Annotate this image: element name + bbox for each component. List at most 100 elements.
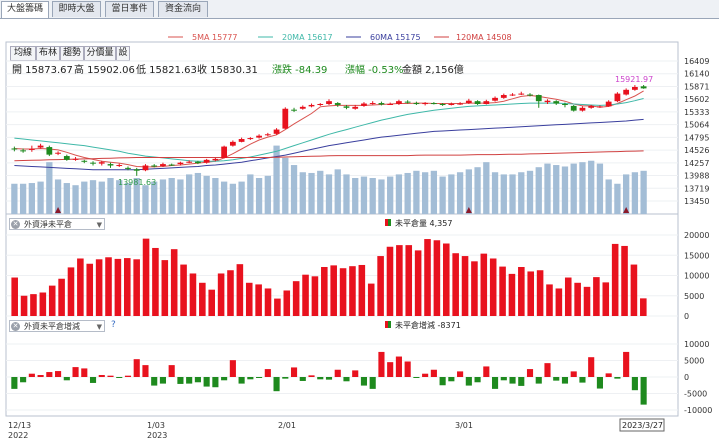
oi-change-bar [448, 377, 455, 382]
oi-change-bar [605, 373, 612, 377]
oi-bar [114, 258, 122, 316]
volume-bar [395, 174, 403, 214]
date-label-1213: 12/13 [8, 421, 31, 430]
oi-bar [602, 282, 610, 316]
oi-bar [48, 285, 56, 316]
tab-daily-events[interactable]: 當日事件 [105, 1, 154, 17]
volume-bar [255, 178, 263, 214]
candle-body [160, 164, 166, 166]
toolbar-trend-button[interactable]: 趨勢 [60, 46, 84, 61]
oi-change-bar [221, 377, 228, 381]
candle-body [37, 145, 44, 148]
oi-change-bar [457, 371, 464, 377]
date-label-2023: 2023 [147, 431, 167, 440]
tab-market-chips[interactable]: 大盤籌碼 [1, 1, 49, 18]
toolbar-volume-profile-button[interactable]: 分價量 [84, 46, 116, 61]
oi-change-bar [282, 377, 289, 379]
candle-body [133, 169, 140, 171]
candle-body [343, 106, 350, 108]
candle-body [90, 162, 96, 164]
candle-body [282, 108, 289, 129]
volume-bar [526, 170, 534, 214]
oi-change-bar [20, 377, 27, 383]
candle-body [562, 104, 568, 106]
ma60-legend: 60MA 15175 [370, 33, 421, 42]
candle-body [229, 141, 236, 146]
oi-tick-label: 0 [684, 312, 689, 321]
volume-bar [247, 174, 254, 214]
candle-body [465, 100, 472, 104]
oi-tick-label: 15000 [684, 251, 709, 260]
candle-body [527, 94, 533, 96]
oi-change-bar [203, 377, 210, 387]
volume-bar [544, 163, 551, 214]
date-label-0301: 3/01 [455, 421, 473, 430]
oi-bar [499, 266, 506, 316]
oi-bar [245, 282, 253, 316]
volume-bar [220, 181, 228, 214]
oi-bar [546, 284, 553, 316]
oi-change-bar [81, 368, 88, 377]
oi-bar [292, 281, 300, 316]
candle-body [212, 158, 219, 161]
oi-bar [86, 263, 94, 316]
volume-bar [89, 180, 97, 214]
oi-change-bar [89, 377, 97, 383]
oi-change-bar [518, 377, 525, 386]
info-open: 開 15873.67 [12, 64, 73, 76]
oi-bar [386, 246, 394, 316]
tab-realtime-market[interactable]: 即時大盤 [52, 1, 101, 17]
oi-change-bar [37, 375, 44, 377]
candle-body [46, 147, 53, 155]
oi-bar [217, 273, 225, 316]
toolbar-bollinger-button[interactable]: 布林 [36, 46, 60, 61]
close-icon[interactable]: ✕ [11, 220, 20, 229]
oi-change-bar [177, 377, 184, 384]
oi-change-bar [535, 377, 542, 384]
volume-bar [553, 165, 560, 214]
oi-change-bar [98, 375, 105, 377]
candle-body [55, 152, 61, 154]
tab-fund-flow[interactable]: 資金流向 [158, 1, 208, 17]
candle-body [264, 134, 271, 136]
candle-body [535, 95, 542, 102]
oi-change-bar [570, 371, 577, 377]
panel3-indicator-select[interactable]: ✕ 外資未平倉增減 ▼ [9, 320, 105, 332]
volume-bar [37, 181, 44, 214]
volume-bar [299, 172, 306, 214]
oi-change-bar [387, 362, 394, 377]
volume-bar [369, 178, 376, 214]
candle-body [640, 86, 647, 89]
volume-bar [203, 175, 210, 214]
volume-bar [124, 183, 132, 214]
price-tick-label: 13988 [684, 172, 709, 181]
oi-legend: 未平倉量 4,357 [395, 218, 452, 228]
oi-bar [321, 266, 328, 316]
candle-body [404, 101, 411, 103]
oi-change-bar [151, 377, 158, 386]
info-low: 低 15821.63 [136, 63, 197, 76]
expiry-marker [465, 207, 472, 213]
candle-body [396, 101, 402, 105]
oi-bar [58, 278, 65, 316]
chevron-down-icon: ▼ [96, 323, 102, 331]
oi-change-bar [640, 377, 647, 405]
candle-body [448, 104, 455, 106]
toolbar-ma-button[interactable]: 均線 [10, 46, 36, 61]
close-icon[interactable]: ✕ [11, 322, 20, 331]
date-label-0201: 2/01 [278, 421, 296, 430]
candle-body [579, 107, 586, 111]
toolbar-settings-button[interactable]: 設 [116, 46, 130, 61]
volume-bar [177, 179, 184, 214]
oi-bar [95, 259, 103, 316]
oi-bar [161, 260, 169, 316]
help-icon[interactable]: ? [111, 320, 116, 330]
panel2-indicator-select[interactable]: ✕ 外資淨未平倉 ▼ [9, 218, 105, 230]
oi-change-bar [631, 377, 638, 391]
oi-bar [39, 292, 47, 316]
oi-bar [20, 295, 28, 316]
candle-body [326, 101, 332, 105]
volume-bar [63, 183, 70, 214]
oi-bar [170, 249, 178, 316]
oi-change-bar [509, 377, 516, 384]
